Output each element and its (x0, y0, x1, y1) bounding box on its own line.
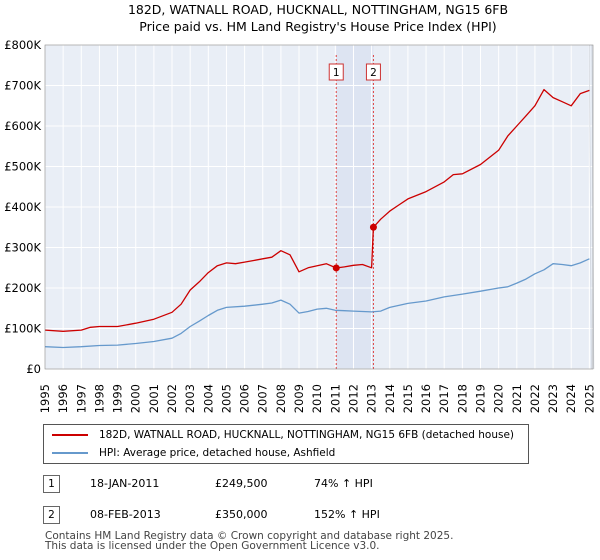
transaction-hpi: 152% ↑ HPI (314, 508, 380, 521)
x-tick-label: 2021 (510, 384, 524, 413)
x-tick-label: 2018 (455, 384, 469, 413)
y-tick-label: £700K (4, 79, 41, 93)
x-tick-label: 2013 (365, 384, 379, 413)
sale-point (369, 223, 377, 231)
price-chart: 182D, WATNALL ROAD, HUCKNALL, NOTTINGHAM… (4, 2, 596, 413)
footer-line-2: This data is licensed under the Open Gov… (45, 540, 380, 552)
x-tick-label: 2000 (129, 384, 143, 413)
x-tick-label: 2005 (219, 384, 233, 413)
y-tick-label: £800K (4, 38, 41, 52)
x-tick-label: 2023 (546, 384, 560, 413)
x-tick-label: 1999 (111, 384, 125, 413)
future-hatch (589, 44, 592, 370)
x-tick-label: 1995 (38, 384, 52, 413)
sale-number-box (328, 63, 344, 81)
plot-area: £0 £100K £200K £300K £400K £500K £600K £700K £80… (4, 38, 596, 413)
x-tick-label: 2002 (165, 384, 179, 413)
transaction-number: 1 (43, 475, 60, 493)
y-tick-label: £500K (4, 160, 41, 174)
x-tick-label: 1996 (56, 384, 70, 413)
x-tick-label: 2008 (274, 384, 288, 413)
transaction-date: 18-JAN-2011 (90, 477, 160, 490)
legend-swatch-hpi (52, 452, 88, 454)
x-tick-label: 2004 (201, 384, 215, 413)
x-tick-label: 2024 (564, 384, 578, 413)
x-tick-label: 2014 (383, 384, 397, 413)
transaction-date: 08-FEB-2013 (90, 508, 161, 521)
plot-frame (44, 44, 594, 370)
x-tick-label: 2012 (346, 384, 360, 413)
transaction-row: 1 18-JAN-2011 £249,500 74% ↑ HPI (43, 474, 543, 494)
y-tick-label: £600K (4, 119, 41, 133)
sale-point (332, 264, 340, 272)
sale-number-label: 2 (370, 67, 377, 79)
transaction-hpi: 74% ↑ HPI (314, 477, 373, 490)
x-tick-label: 2020 (492, 384, 506, 413)
x-tick-label: 2017 (437, 384, 451, 413)
transaction-number: 2 (43, 506, 60, 524)
chart-title: 182D, WATNALL ROAD, HUCKNALL, NOTTINGHAM… (128, 2, 508, 17)
x-tick-label: 2019 (473, 384, 487, 413)
y-tick-label: £100K (4, 322, 41, 336)
x-tick-label: 2022 (528, 384, 542, 413)
x-tick-label: 2025 (582, 384, 596, 413)
x-tick-label: 2009 (292, 384, 306, 413)
x-tick-label: 2015 (401, 384, 415, 413)
footer-line-1: Contains HM Land Registry data © Crown c… (45, 530, 454, 542)
y-tick-label: £200K (4, 281, 41, 295)
chart-subtitle: Price paid vs. HM Land Registry's House … (139, 19, 496, 34)
y-tick-label: £300K (4, 241, 41, 255)
y-tick-label: £400K (4, 200, 41, 214)
transaction-price: £249,500 (215, 477, 268, 490)
footer: Contains HM Land Registry data © Crown c… (45, 530, 454, 552)
legend-swatch-property (52, 434, 88, 436)
x-tick-label: 2011 (328, 384, 342, 413)
x-tick-label: 2016 (419, 384, 433, 413)
x-tick-label: 1998 (92, 384, 106, 413)
x-tick-label: 2001 (147, 384, 161, 413)
legend-label-property: 182D, WATNALL ROAD, HUCKNALL, NOTTINGHAM… (99, 429, 515, 441)
transaction-price: £350,000 (215, 508, 268, 521)
x-tick-label: 2007 (256, 384, 270, 413)
property-price-line (44, 88, 590, 332)
sale-number-box (365, 63, 381, 81)
x-tick-label: 2003 (183, 384, 197, 413)
y-tick-label: £0 (26, 362, 41, 376)
x-tick-label: 2006 (238, 384, 252, 413)
hpi-line (44, 258, 590, 349)
legend: 182D, WATNALL ROAD, HUCKNALL, NOTTINGHAM… (43, 424, 529, 464)
x-tick-label: 1997 (74, 384, 88, 413)
legend-label-hpi: HPI: Average price, detached house, Ashf… (99, 447, 336, 459)
sale-number-label: 1 (333, 67, 340, 79)
transaction-row: 2 08-FEB-2013 £350,000 152% ↑ HPI (43, 505, 543, 525)
x-tick-label: 2010 (310, 384, 324, 413)
